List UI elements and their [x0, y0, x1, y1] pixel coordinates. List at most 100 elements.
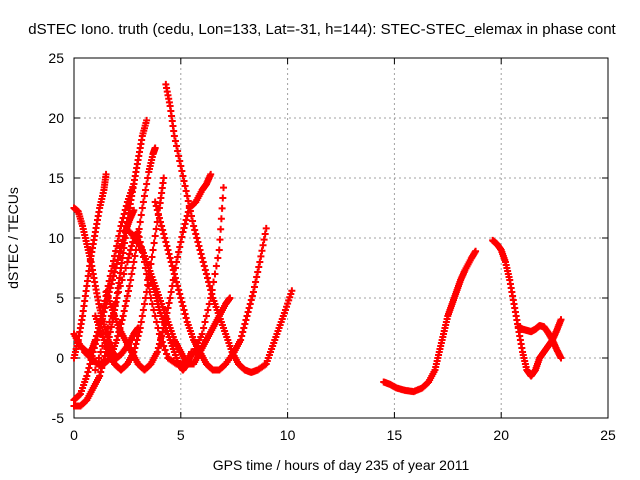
x-tick-label: 5	[177, 427, 185, 443]
data-point	[240, 324, 248, 332]
data-point	[109, 306, 117, 314]
data-point	[124, 254, 132, 262]
data-point	[126, 250, 134, 258]
data-point	[557, 316, 565, 324]
data-points	[70, 80, 565, 410]
data-point	[86, 360, 94, 368]
data-point	[253, 273, 261, 281]
data-point	[152, 202, 160, 210]
data-point	[207, 286, 215, 294]
data-point	[165, 299, 173, 307]
data-point	[181, 310, 189, 318]
data-point	[127, 246, 135, 254]
data-point	[149, 246, 157, 254]
data-point	[237, 336, 245, 344]
data-point	[108, 262, 116, 270]
data-point	[198, 330, 206, 338]
data-point	[247, 296, 255, 304]
data-point	[127, 276, 135, 284]
data-point	[211, 270, 219, 278]
data-point	[105, 277, 113, 285]
data-point	[170, 132, 178, 140]
data-point	[181, 220, 189, 228]
data-point	[122, 264, 130, 272]
data-point	[124, 287, 132, 295]
data-point	[102, 330, 110, 338]
data-point	[161, 346, 169, 354]
data-point	[197, 250, 205, 258]
data-point	[187, 348, 195, 356]
data-point	[163, 350, 171, 358]
data-point	[189, 217, 197, 225]
y-tick-label: 5	[56, 290, 64, 306]
data-point	[288, 287, 296, 295]
data-point	[238, 332, 246, 340]
y-tick-label: 25	[48, 50, 64, 66]
data-point	[169, 266, 177, 274]
data-point	[106, 272, 114, 280]
data-point	[139, 306, 147, 314]
data-point	[212, 262, 220, 270]
data-point	[119, 312, 127, 320]
data-point	[163, 242, 171, 250]
data-series-4	[70, 116, 151, 410]
data-point	[258, 247, 266, 255]
data-series-16	[514, 322, 565, 362]
data-point	[130, 206, 138, 214]
data-point	[248, 292, 256, 300]
data-point	[102, 170, 110, 178]
data-point	[121, 302, 129, 310]
data-point	[111, 252, 119, 260]
data-point	[99, 307, 107, 315]
data-point	[119, 214, 127, 222]
data-point	[187, 212, 195, 220]
data-point	[173, 278, 181, 286]
data-point	[207, 170, 215, 178]
data-point	[201, 266, 209, 274]
data-point	[204, 306, 212, 314]
data-point	[92, 332, 100, 340]
data-point	[208, 290, 216, 298]
data-point	[160, 342, 168, 350]
data-point	[106, 328, 114, 336]
data-point	[115, 288, 122, 296]
data-point	[177, 294, 185, 302]
data-point	[185, 202, 193, 210]
data-point	[116, 227, 124, 235]
data-point	[254, 268, 262, 276]
data-point	[137, 318, 145, 326]
data-point	[112, 247, 120, 255]
data-point	[196, 246, 204, 254]
data-point	[107, 267, 115, 275]
data-point	[174, 147, 182, 155]
data-point	[96, 372, 104, 380]
data-point	[157, 218, 165, 226]
data-point	[135, 328, 143, 336]
chart-title: dSTEC Iono. truth (cedu, Lon=133, Lat=-3…	[28, 21, 616, 38]
data-point	[242, 316, 250, 324]
data-point	[241, 320, 249, 328]
data-point	[83, 372, 91, 380]
data-point	[110, 257, 118, 265]
data-point	[97, 368, 105, 376]
data-point	[257, 252, 265, 260]
data-point	[259, 241, 267, 249]
y-tick-label: 0	[56, 350, 64, 366]
data-point	[123, 292, 131, 300]
data-point	[167, 288, 175, 296]
x-tick-label: 0	[70, 427, 78, 443]
data-point	[176, 157, 184, 165]
data-point	[100, 336, 108, 344]
data-point	[153, 206, 161, 214]
data-point	[85, 364, 93, 372]
x-tick-label: 10	[280, 427, 296, 443]
x-tick-label: 20	[493, 427, 509, 443]
data-point	[245, 304, 253, 312]
data-point	[151, 232, 159, 240]
data-point	[178, 233, 186, 241]
data-point	[120, 210, 128, 218]
x-axis-label: GPS time / hours of day 235 of year 2011	[213, 457, 470, 473]
data-point	[130, 258, 138, 266]
data-point	[154, 324, 162, 332]
data-point	[104, 282, 112, 290]
